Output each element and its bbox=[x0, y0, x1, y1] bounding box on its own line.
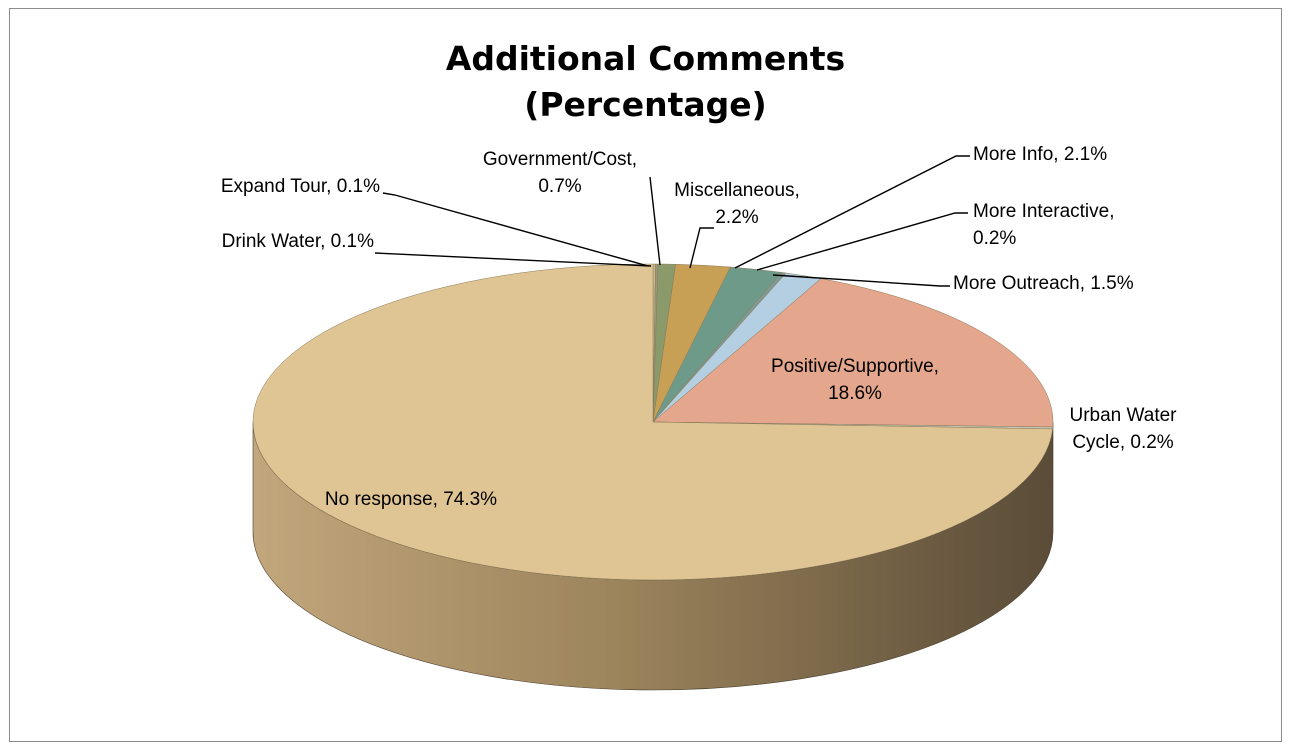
data-label-line: Miscellaneous, bbox=[674, 180, 800, 201]
data-label-expand-tour: Expand Tour, 0.1% bbox=[221, 176, 380, 197]
data-label-no-response: No response, 74.3% bbox=[325, 489, 497, 510]
leader-line-miscellaneous bbox=[689, 227, 714, 269]
pie-slice-no-response bbox=[252, 263, 1053, 581]
data-label-line: More Outreach, 1.5% bbox=[953, 273, 1134, 294]
data-label-line: Government/Cost, bbox=[483, 149, 637, 170]
data-label-line: Expand Tour, 0.1% bbox=[221, 176, 380, 197]
data-label-positive-supportive: Positive/Supportive, 18.6% bbox=[771, 356, 939, 404]
data-label-miscellaneous: Miscellaneous, 2.2% bbox=[674, 180, 800, 228]
data-label-drink-water: Drink Water, 0.1% bbox=[222, 231, 375, 252]
chart-title-line-1: Additional Comments bbox=[445, 39, 846, 78]
chart-title: Additional Comments (Percentage) bbox=[0, 36, 1291, 128]
data-label-government-cost: Government/Cost, 0.7% bbox=[483, 149, 637, 197]
data-label-line: More Interactive, bbox=[973, 201, 1115, 222]
data-label-line: Positive/Supportive, bbox=[771, 356, 939, 377]
data-label-line: Urban Water bbox=[1070, 405, 1178, 426]
leader-line-more-outreach bbox=[772, 274, 950, 287]
chart-title-line-2: (Percentage) bbox=[524, 85, 767, 124]
data-label-line: No response, 74.3% bbox=[325, 489, 497, 510]
leader-line-drink-water bbox=[374, 252, 652, 267]
data-label-more-interactive: More Interactive, 0.2% bbox=[973, 201, 1115, 249]
data-label-line: Cycle, 0.2% bbox=[1072, 432, 1173, 453]
data-label-line: More Info, 2.1% bbox=[973, 144, 1107, 165]
data-label-more-outreach: More Outreach, 1.5% bbox=[953, 273, 1134, 294]
data-label-line: 0.2% bbox=[973, 228, 1016, 249]
leader-line-more-interactive bbox=[756, 212, 968, 271]
leader-line-government-cost bbox=[649, 176, 661, 266]
pie-slices bbox=[252, 263, 1054, 581]
pie-slice-positive-supportive bbox=[652, 278, 1054, 428]
leader-line-expand-tour bbox=[382, 192, 649, 267]
data-label-line: 0.7% bbox=[538, 176, 581, 197]
leader-lines bbox=[374, 155, 970, 287]
data-label-line: 2.2% bbox=[715, 207, 758, 228]
data-label-urban-water-cycle: Urban Water Cycle, 0.2% bbox=[1070, 405, 1178, 453]
leader-line-more-info bbox=[734, 155, 970, 269]
data-label-line: Drink Water, 0.1% bbox=[222, 231, 375, 252]
data-label-more-info: More Info, 2.1% bbox=[973, 144, 1107, 165]
data-labels: Drink Water, 0.1% Expand Tour, 0.1% Govern… bbox=[221, 144, 1177, 510]
data-label-line: 18.6% bbox=[828, 383, 882, 404]
